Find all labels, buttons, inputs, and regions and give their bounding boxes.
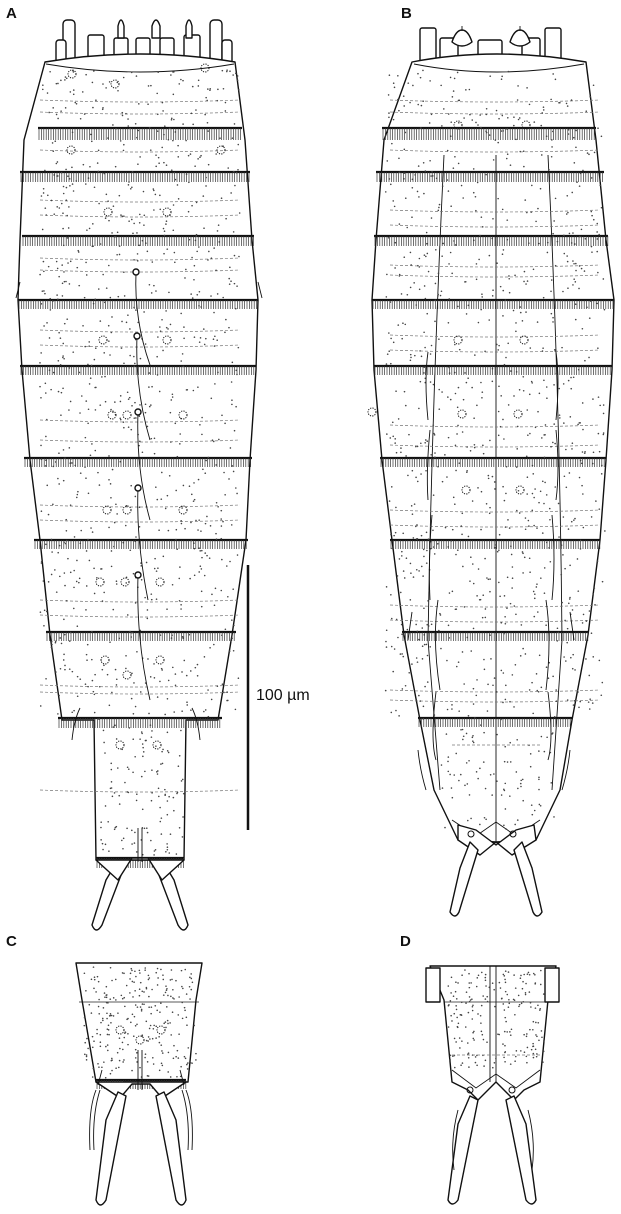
panel-c: C bbox=[6, 933, 203, 1206]
panel-c-stipple bbox=[83, 966, 197, 1079]
panel-d: D bbox=[400, 933, 560, 1205]
scale-bar: 100 µm bbox=[246, 565, 310, 830]
panel-a-furca bbox=[91, 828, 189, 931]
panel-d-pore-right bbox=[508, 1086, 516, 1094]
panel-d-stipple bbox=[447, 969, 545, 1069]
panel-b-stipple bbox=[384, 69, 606, 831]
panel-d-pore-left bbox=[466, 1086, 474, 1094]
panel-b-setae bbox=[407, 351, 575, 791]
panel-label-c: C bbox=[6, 933, 17, 950]
panel-label-b: B bbox=[401, 5, 412, 22]
panel-label-a: A bbox=[6, 5, 17, 22]
panel-b-pores bbox=[367, 120, 531, 495]
panel-c-pores bbox=[115, 1025, 166, 1045]
panel-a-pores bbox=[66, 63, 226, 750]
panel-label-d: D bbox=[400, 933, 411, 950]
panel-a: A bbox=[6, 5, 263, 931]
panel-b-furca bbox=[449, 744, 543, 917]
panel-a-dashed-lines bbox=[39, 99, 241, 793]
panel-b-dashed-lines bbox=[389, 99, 601, 703]
panel-b: B bbox=[367, 5, 615, 917]
scale-bar-label: 100 µm bbox=[256, 687, 310, 704]
panel-d-bands bbox=[451, 1069, 541, 1089]
panel-a-setae bbox=[15, 268, 263, 741]
panel-c-outline bbox=[75, 962, 203, 1091]
